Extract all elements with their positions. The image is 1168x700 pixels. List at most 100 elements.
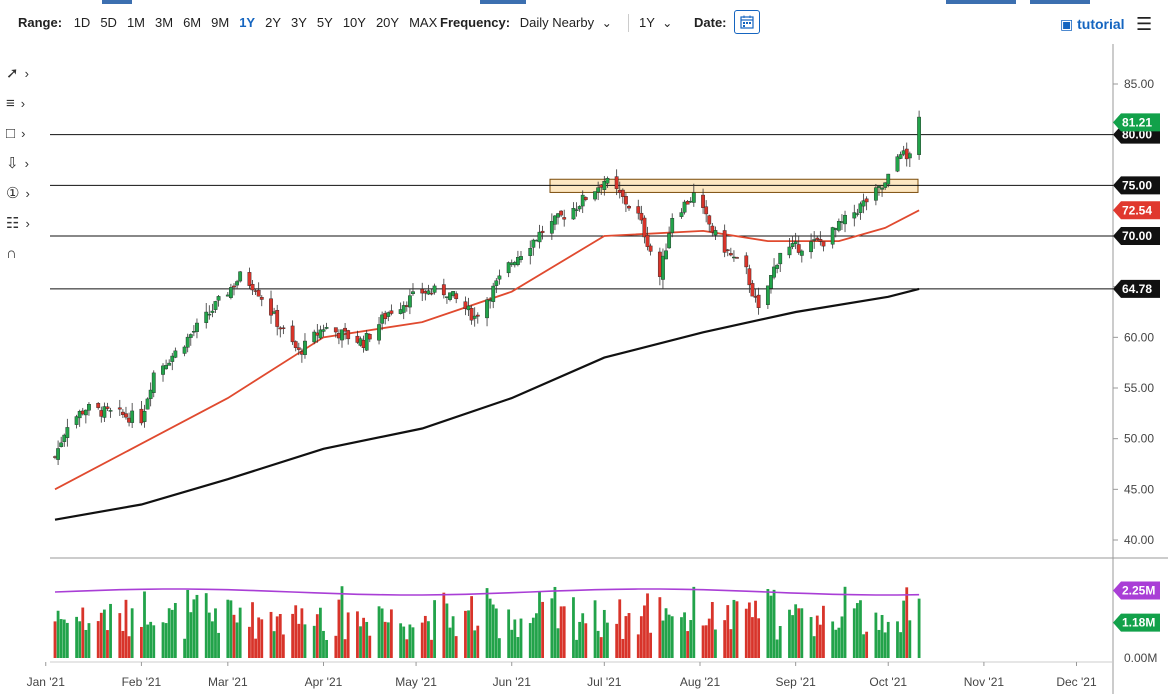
candle-body[interactable] (216, 296, 221, 301)
candle-body[interactable] (303, 340, 307, 355)
candle-body[interactable] (170, 355, 175, 362)
candle-body[interactable] (886, 173, 891, 185)
period-value[interactable]: 1Y (639, 15, 655, 30)
candle-body[interactable] (491, 285, 496, 302)
candle-body[interactable] (895, 156, 900, 172)
range-2y[interactable]: 2Y (265, 15, 281, 30)
candle-body[interactable] (516, 256, 520, 265)
candle-body[interactable] (725, 249, 730, 251)
frequency-value[interactable]: Daily Nearby (519, 15, 595, 30)
candle-body[interactable] (238, 271, 243, 282)
tutorial-label[interactable]: tutorial (1077, 16, 1125, 32)
candle-body[interactable] (815, 237, 820, 240)
candle-body[interactable] (124, 413, 128, 418)
chevron-right-icon[interactable]: › (24, 155, 29, 171)
tutorial-link[interactable]: ▣ tutorial (1060, 16, 1125, 33)
candle-body[interactable] (293, 341, 298, 348)
candle-body[interactable] (506, 262, 511, 274)
candle-body[interactable] (213, 301, 218, 310)
candle-body[interactable] (281, 327, 286, 329)
arrow-tool[interactable]: ⇩ › (6, 148, 50, 178)
candle-body[interactable] (735, 257, 739, 259)
candle-body[interactable] (701, 194, 705, 208)
candle-body[interactable] (812, 239, 817, 241)
candle-body[interactable] (105, 406, 110, 409)
candle-body[interactable] (290, 325, 295, 343)
candle-body[interactable] (235, 281, 239, 286)
candle-body[interactable] (571, 208, 576, 220)
candle-body[interactable] (679, 212, 684, 217)
candle-body[interactable] (485, 299, 489, 319)
candle-body[interactable] (151, 372, 156, 393)
candle-body[interactable] (790, 243, 795, 247)
candle-body[interactable] (722, 230, 727, 253)
candle-body[interactable] (685, 201, 690, 205)
candle-body[interactable] (256, 289, 261, 297)
candle-body[interactable] (188, 334, 193, 338)
range-20y[interactable]: 20Y (375, 15, 400, 30)
candle-body[interactable] (318, 329, 323, 339)
candle-body[interactable] (83, 409, 88, 416)
candle-body[interactable] (401, 305, 406, 313)
candle-body[interactable] (321, 329, 326, 332)
candle-body[interactable] (130, 410, 135, 423)
candle-body[interactable] (620, 189, 625, 197)
candle-body[interactable] (710, 225, 715, 233)
candle-body[interactable] (182, 346, 187, 354)
candle-body[interactable] (772, 266, 776, 278)
candle-body[interactable] (796, 244, 801, 253)
candle-body[interactable] (463, 301, 468, 309)
candle-body[interactable] (667, 233, 672, 249)
candle-body[interactable] (432, 285, 437, 293)
range-9m[interactable]: 9M (211, 15, 230, 30)
candle-body[interactable] (333, 327, 338, 333)
candle-body[interactable] (750, 283, 755, 297)
candle-body[interactable] (389, 310, 394, 314)
candle-body[interactable] (809, 241, 813, 253)
candle-body[interactable] (108, 410, 113, 412)
candle-body[interactable] (627, 206, 631, 209)
candle-body[interactable] (549, 221, 554, 234)
candle-body[interactable] (728, 253, 733, 256)
candle-body[interactable] (386, 312, 391, 317)
candle-body[interactable] (173, 350, 178, 358)
candle-body[interactable] (704, 206, 709, 215)
range-3y[interactable]: 3Y (291, 15, 307, 30)
chevron-right-icon[interactable]: › (25, 215, 30, 231)
candle-body[interactable] (56, 448, 60, 460)
candle-body[interactable] (642, 217, 647, 238)
candle-body[interactable] (519, 256, 523, 260)
candle-body[interactable] (645, 235, 650, 247)
candle-body[interactable] (343, 327, 347, 332)
candle-body[interactable] (583, 197, 588, 200)
chevron-right-icon[interactable]: › (24, 65, 29, 81)
candle-body[interactable] (250, 283, 255, 291)
range-10y[interactable]: 10Y (342, 15, 366, 30)
candle-body[interactable] (861, 200, 866, 207)
magnet-tool[interactable]: ∩ (6, 238, 50, 268)
chevron-right-icon[interactable]: › (21, 125, 26, 141)
candle-body[interactable] (142, 411, 147, 422)
candle-body[interactable] (707, 215, 712, 225)
candle-body[interactable] (747, 268, 752, 286)
candle-body[interactable] (605, 177, 610, 184)
candle-body[interactable] (229, 287, 233, 298)
candle-body[interactable] (494, 280, 499, 286)
candle-body[interactable] (562, 217, 567, 220)
candle-body[interactable] (756, 294, 761, 308)
candle-body[interactable] (475, 314, 480, 317)
candle-body[interactable] (830, 227, 835, 245)
candle-body[interactable] (577, 206, 582, 210)
candle-body[interactable] (296, 347, 301, 350)
candle-body[interactable] (472, 315, 477, 319)
candle-body[interactable] (59, 442, 64, 447)
candle-body[interactable] (148, 389, 153, 399)
candle-body[interactable] (799, 250, 804, 256)
candle-body[interactable] (102, 406, 107, 418)
candle-body[interactable] (65, 427, 70, 438)
fib-tool[interactable]: ≡ › (6, 88, 50, 118)
candle-body[interactable] (377, 324, 381, 341)
candle-body[interactable] (614, 176, 619, 189)
candle-body[interactable] (87, 404, 91, 411)
candle-body[interactable] (664, 250, 668, 260)
